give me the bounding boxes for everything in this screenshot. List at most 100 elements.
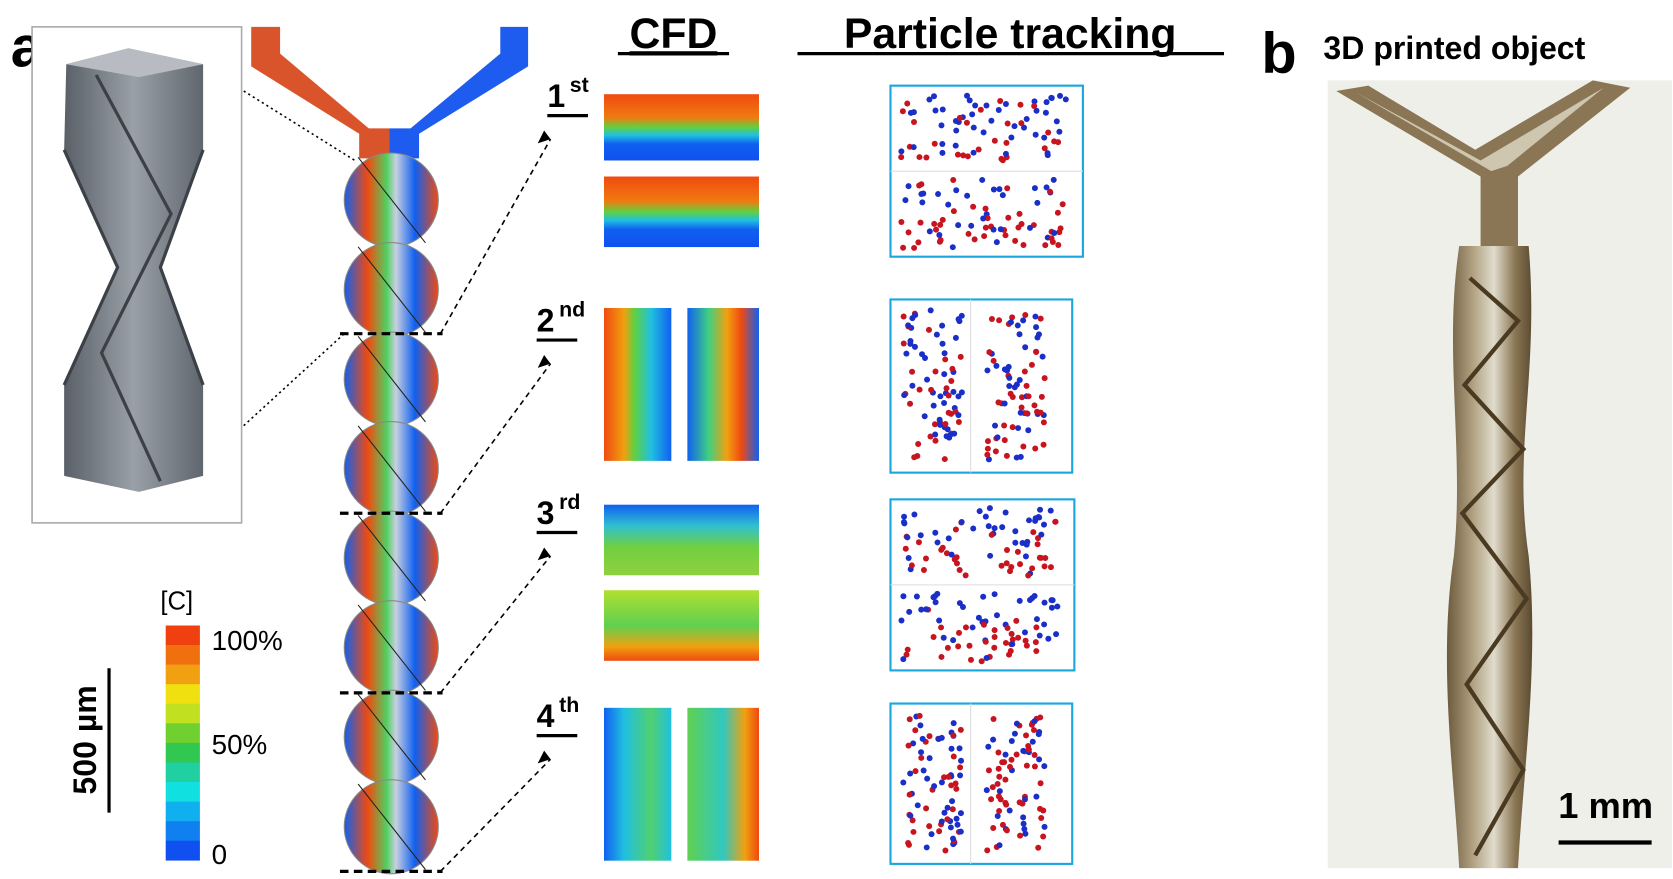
particle: [990, 824, 997, 831]
particle: [967, 656, 974, 663]
particle: [938, 734, 945, 741]
blade-edge: [357, 783, 426, 870]
particle: [930, 402, 937, 409]
particle: [937, 421, 944, 428]
particle: [906, 716, 913, 723]
particle: [1026, 517, 1033, 524]
particle: [995, 399, 1002, 406]
particle: [931, 93, 937, 100]
particle: [905, 322, 912, 329]
particle: [907, 770, 914, 777]
particle: [1041, 563, 1048, 570]
particle: [1021, 124, 1027, 131]
particle: [1057, 225, 1064, 232]
particle: [993, 612, 1000, 619]
blade-edge: [357, 604, 426, 691]
particle: [912, 312, 919, 319]
particle: [1030, 529, 1037, 536]
particle: [911, 343, 918, 350]
particle: [1003, 560, 1010, 567]
particle: [938, 818, 945, 825]
particle: [1017, 832, 1024, 839]
particle: [910, 144, 917, 151]
particle: [984, 847, 991, 854]
particle: [964, 92, 971, 99]
particle: [938, 624, 945, 631]
particle: [1001, 400, 1008, 407]
particle: [985, 523, 992, 530]
particle: [1009, 424, 1016, 431]
particle: [954, 821, 961, 828]
colorbar-band: [165, 762, 200, 783]
particle: [949, 806, 956, 813]
particle: [932, 529, 939, 536]
particle: [927, 433, 934, 440]
particle: [901, 392, 908, 399]
particle: [950, 208, 957, 215]
particle: [944, 426, 951, 433]
particle: [1033, 648, 1040, 655]
particle: [948, 551, 955, 558]
colorbar-title: [C]: [160, 587, 193, 615]
particle: [916, 154, 923, 161]
particle: [986, 349, 993, 356]
particle: [905, 841, 912, 848]
particle: [1032, 639, 1039, 646]
particle: [945, 201, 952, 208]
particle: [990, 357, 997, 364]
particle: [900, 244, 907, 251]
particle: [907, 340, 914, 347]
particle: [1021, 368, 1028, 375]
colorbar-band: [165, 703, 200, 724]
particle: [1016, 376, 1023, 383]
particle: [997, 226, 1004, 233]
colorbar-band: [165, 625, 200, 646]
particle: [1022, 553, 1029, 560]
particle: [915, 440, 922, 447]
particle: [981, 233, 988, 240]
particle: [910, 740, 917, 747]
particle: [955, 418, 962, 425]
particle: [1037, 315, 1044, 322]
particle: [1009, 314, 1016, 321]
particle: [964, 153, 971, 160]
sections: 1 st 2 nd 3 rd 4 th: [439, 73, 589, 872]
particle: [993, 362, 1000, 369]
particle: [1023, 382, 1030, 389]
particle: [1031, 185, 1038, 192]
blade-edge: [357, 336, 426, 423]
particle: [957, 353, 964, 360]
particle: [1029, 565, 1036, 572]
particle: [937, 221, 944, 228]
particle: [1008, 630, 1015, 637]
particle: [1009, 641, 1016, 648]
particle: [995, 749, 1002, 756]
particle: [944, 804, 951, 811]
particle: [1036, 756, 1043, 763]
particle: [900, 779, 907, 786]
particle: [970, 149, 977, 156]
particle: [1012, 528, 1019, 535]
particle: [927, 307, 934, 314]
particle: [932, 368, 939, 375]
colorbar-label: 100%: [212, 625, 283, 656]
particle: [1055, 139, 1062, 146]
particle: [917, 532, 924, 539]
particle: [970, 124, 977, 131]
particle: [1012, 539, 1019, 546]
colorbar-band: [165, 801, 200, 822]
particle: [1003, 827, 1010, 834]
particle: [907, 812, 914, 819]
particle: [1037, 780, 1044, 787]
particle: [944, 816, 951, 823]
particle: [1014, 322, 1021, 329]
particle: [950, 753, 957, 760]
particle: [939, 340, 946, 347]
particle: [1020, 242, 1027, 249]
particle: [994, 780, 1001, 787]
particle: [982, 513, 989, 520]
particle: [945, 773, 952, 780]
particle: [1018, 120, 1025, 127]
scale-bar-label: 1 mm: [1558, 785, 1653, 826]
